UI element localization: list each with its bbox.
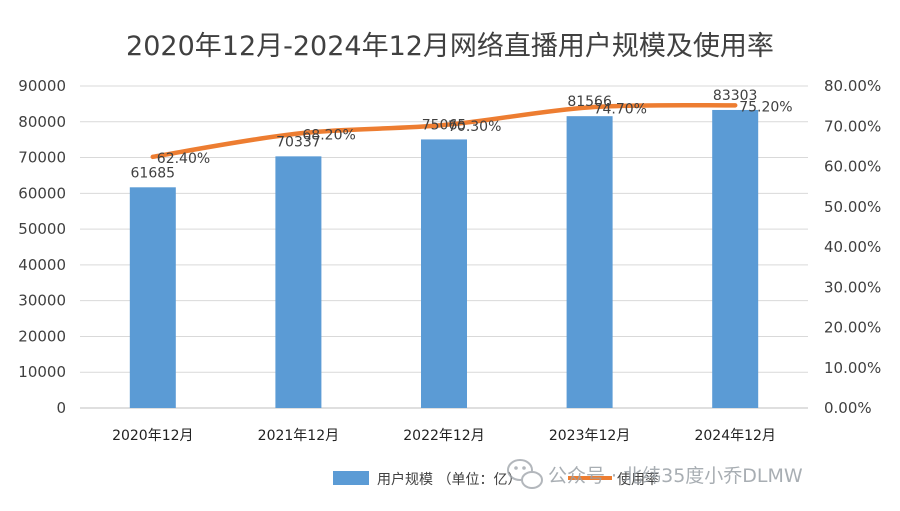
right-tick-label: 80.00% [824, 77, 881, 95]
line-data-label: 75.20% [739, 99, 792, 115]
right-y-axis: 0.00% 10.00% 20.00% 30.00% 40.00% 50.00% 60.00… [824, 77, 881, 417]
x-axis-categories: 2020年12月 2021年12月 2022年12月 2023年12月 2024年12月 [112, 428, 776, 444]
legend-label-bar: 用户规模 （单位：亿） [377, 471, 521, 488]
legend-label-line: 使用率 [617, 471, 659, 488]
bar-data-label: 70337 [276, 134, 321, 150]
left-tick-label: 90000 [18, 77, 66, 95]
line-series [150, 102, 738, 160]
left-tick-label: 20000 [18, 327, 66, 345]
right-tick-label: 10.00% [824, 359, 881, 377]
x-category-label: 2022年12月 [403, 428, 484, 444]
x-category-label: 2024年12月 [694, 428, 775, 444]
usage-rate-line [150, 102, 738, 160]
line-data-label: 68.20% [302, 127, 355, 143]
bar [275, 156, 322, 408]
line-data-label: 62.40% [157, 151, 210, 167]
line-data-label: 74.70% [594, 101, 647, 117]
x-category-label: 2023年12月 [549, 428, 630, 444]
left-tick-label: 70000 [18, 149, 66, 167]
right-tick-label: 60.00% [824, 158, 881, 176]
left-tick-label: 30000 [18, 292, 66, 310]
chart-title: 2020年12月-2024年12月网络直播用户规模及使用率 [126, 31, 774, 62]
watermark-text: 公众号 · 北纬35度小乔DLMW [548, 465, 803, 487]
left-tick-label: 50000 [18, 220, 66, 238]
right-tick-label: 70.00% [824, 117, 881, 135]
bar-data-label: 61685 [131, 165, 176, 181]
watermark: 公众号 · 北纬35度小乔DLMW [507, 459, 803, 489]
wechat-icon [507, 459, 543, 489]
left-y-axis: 0 10000 20000 30000 40000 50000 60000 70000 8000… [18, 77, 66, 417]
bar-data-label: 81566 [567, 94, 612, 110]
right-tick-label: 0.00% [824, 399, 872, 417]
bar [421, 139, 467, 408]
left-tick-label: 40000 [18, 256, 66, 274]
left-tick-label: 10000 [18, 363, 66, 381]
left-tick-label: 80000 [18, 113, 66, 131]
legend: 用户规模 （单位：亿） 使用率 [333, 471, 659, 488]
left-tick-label: 60000 [18, 184, 66, 202]
left-tick-label: 0 [56, 399, 66, 417]
bar-series [129, 109, 759, 408]
x-category-label: 2021年12月 [258, 428, 339, 444]
bar [712, 109, 759, 408]
bar [566, 116, 613, 408]
right-tick-label: 30.00% [824, 278, 881, 296]
bar [129, 187, 176, 408]
line-data-label: 70.30% [448, 119, 501, 135]
bar-data-label: 83303 [713, 88, 758, 104]
right-tick-label: 20.00% [824, 319, 881, 337]
right-tick-label: 40.00% [824, 238, 881, 256]
x-category-label: 2020年12月 [112, 428, 193, 444]
right-tick-label: 50.00% [824, 198, 881, 216]
bar-data-label: 75065 [422, 117, 467, 133]
data-labels: 61685 70337 75065 81566 83303 62.40% 68.20% 70.… [131, 88, 793, 181]
legend-swatch-bar [333, 471, 369, 485]
